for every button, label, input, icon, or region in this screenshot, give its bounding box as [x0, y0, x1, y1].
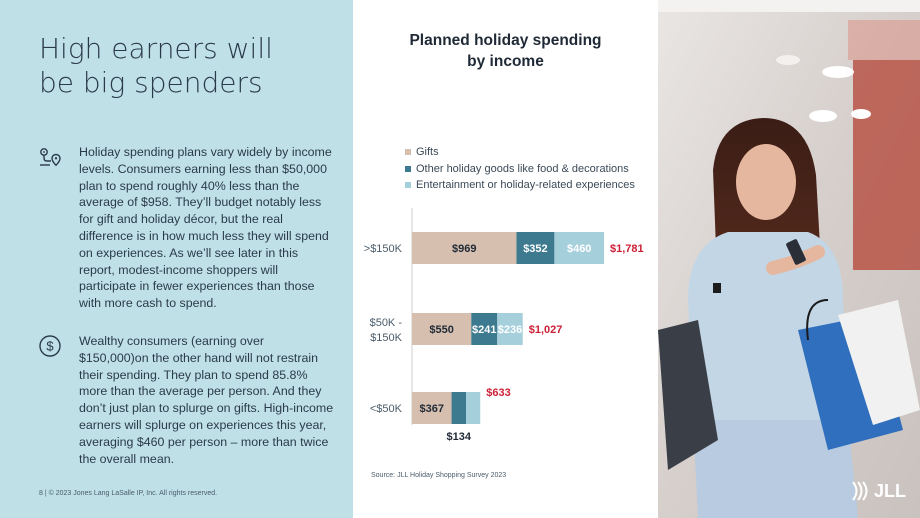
total-label: $1,781 — [610, 243, 644, 255]
bar-segment-entertainment — [554, 232, 604, 264]
category-label: >$150K — [364, 243, 403, 255]
legend-swatch-entertainment — [405, 182, 411, 189]
chart-title: Planned holiday spending by income — [353, 30, 658, 72]
dollar-circle-icon: $ — [39, 335, 61, 357]
jll-logo: JLL — [850, 480, 906, 502]
data-label: $241 — [472, 324, 496, 336]
footer-copyright: 8 | © 2023 Jones Lang LaSalle IP, Inc. A… — [39, 490, 218, 497]
woman-shopping-image — [658, 0, 920, 518]
title-line-2: be big spenders — [39, 66, 263, 99]
jll-logo-text: JLL — [873, 480, 906, 501]
total-label: $1,027 — [529, 324, 563, 336]
paragraph-wealthy-consumers: Wealthy consumers (earning over $150,000… — [79, 334, 334, 466]
category-label: $50K - — [370, 317, 403, 329]
chart-legend: Gifts Other holiday goods like food & de… — [405, 144, 635, 194]
stacked-bar-chart: >$150K $969 $352 $460 $1,781 $50K - $150K $550 $… — [364, 208, 644, 443]
data-label: $352 — [523, 243, 547, 255]
legend-label-other-goods: Other holiday goods like food & decorati… — [416, 162, 629, 175]
bar-segment-other-goods — [451, 392, 467, 424]
bar-segment-entertainment — [466, 392, 481, 424]
bar-segment-gifts — [412, 313, 472, 345]
chart-title-line-2: by income — [467, 53, 544, 70]
legend-swatch-other-goods — [405, 165, 411, 172]
legend-item-entertainment: Entertainment or holiday-related experie… — [405, 177, 635, 194]
route-pin-icon — [40, 148, 61, 167]
legend-label-gifts: Gifts — [416, 146, 439, 159]
data-label: $969 — [452, 243, 476, 255]
legend-item-gifts: Gifts — [405, 144, 635, 161]
bar-segment-other-goods — [516, 232, 555, 264]
page-title: High earners will be big spenders — [39, 32, 339, 100]
data-label: $460 — [567, 243, 591, 255]
data-label: $550 — [429, 324, 453, 336]
data-label: $236 — [498, 324, 522, 336]
chart-source: Source: JLL Holiday Shopping Survey 2023 — [371, 472, 507, 479]
bar-segment-gifts — [412, 232, 517, 264]
bar-segment-other-goods — [471, 313, 498, 345]
legend-item-other-goods: Other holiday goods like food & decorati… — [405, 161, 635, 178]
data-label: $134 — [447, 431, 472, 443]
category-label: <$50K — [370, 403, 403, 415]
chart-title-line-1: Planned holiday spending — [409, 32, 602, 49]
jll-logo-mark-icon — [852, 481, 868, 501]
legend-label-entertainment: Entertainment or holiday-related experie… — [416, 179, 635, 192]
category-label: $150K — [370, 332, 402, 344]
paragraph-income-levels: Holiday spending plans vary widely by in… — [79, 145, 332, 311]
bar-segment-gifts — [412, 392, 452, 424]
data-label: $367 — [420, 403, 444, 415]
left-panel: High earners will be big spenders Holida… — [0, 0, 353, 518]
shopper-photo: JLL — [658, 0, 920, 518]
total-label: $633 — [486, 387, 510, 399]
bar-segment-entertainment — [497, 313, 523, 345]
svg-text:$: $ — [46, 339, 54, 354]
chart-panel: Planned holiday spending by income Gifts… — [353, 0, 658, 518]
title-line-1: High earners will — [39, 32, 273, 65]
legend-swatch-gifts — [405, 149, 411, 156]
